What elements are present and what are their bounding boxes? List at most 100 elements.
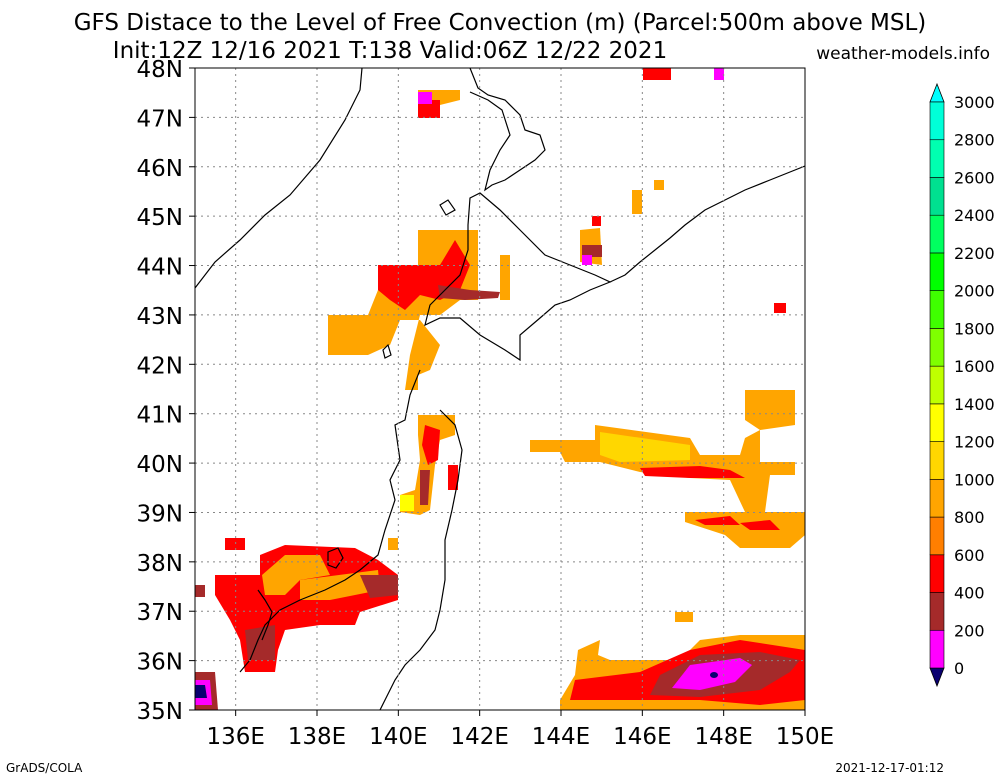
shade-tohoku-yellow xyxy=(400,495,414,511)
colorbar-min-triangle xyxy=(929,667,945,688)
colorbar-label: 400 xyxy=(954,584,985,603)
shade-sado-orange xyxy=(388,538,398,550)
lat-tick-label: 38N xyxy=(137,551,183,577)
shade-kuril-mag xyxy=(582,255,592,265)
shade-spot-48n-a xyxy=(643,68,671,80)
footer-right: 2021-12-17-01:12 xyxy=(835,761,944,775)
shade-pacific-36n-core xyxy=(710,672,718,678)
colorbar-label: 2200 xyxy=(954,244,995,263)
coast-honshu-north xyxy=(239,369,421,673)
coast-honshu-east xyxy=(379,409,463,710)
lat-tick-label: 36N xyxy=(137,650,183,676)
lat-tick-label: 39N xyxy=(137,501,183,527)
colorbar: 0 200 400 600 800 1000 1200 1400 1600 1800 2000 220… xyxy=(929,82,995,688)
shade-tohoku-small xyxy=(448,465,458,490)
lat-tick-label: 46N xyxy=(137,156,183,182)
colorbar-segment xyxy=(929,101,945,141)
colorbar-segment xyxy=(929,403,945,442)
colorbar-label: 200 xyxy=(954,621,985,640)
shade-kuril-spot xyxy=(592,216,601,226)
lat-tick-label: 35N xyxy=(137,699,183,725)
colorbar-label: 1200 xyxy=(954,433,995,452)
colorbar-segment xyxy=(929,290,945,329)
coast-sado xyxy=(327,547,344,569)
shade-pacific-39n-red2 xyxy=(740,520,780,530)
map-title: GFS Distace to the Level of Free Convect… xyxy=(73,10,927,36)
colorbar-segment xyxy=(929,177,945,216)
lat-tick-label: 45N xyxy=(137,205,183,231)
coast-kurils xyxy=(609,165,805,283)
shade-spot-46n xyxy=(654,180,664,190)
lat-tick-label: 48N xyxy=(137,57,183,83)
lon-tick-label: 142E xyxy=(450,724,508,750)
coast-rishiri xyxy=(439,199,456,216)
shade-niigata-brown xyxy=(360,575,398,598)
shade-pacific-40n-yellow xyxy=(600,432,690,462)
coast-okushiri xyxy=(382,343,392,359)
coast-mainland-asia xyxy=(195,68,363,289)
colorbar-segment xyxy=(929,592,945,631)
lon-tick-label: 136E xyxy=(206,724,264,750)
colorbar-segment xyxy=(929,328,945,367)
colorbar-label: 600 xyxy=(954,546,985,565)
shade-pacific-40n-red xyxy=(640,466,745,478)
colorbar-label: 1800 xyxy=(954,319,995,338)
colorbar-segment xyxy=(929,516,945,556)
grid-lines xyxy=(195,68,805,710)
colorbar-label: 2800 xyxy=(954,131,995,150)
colorbar-label: 2400 xyxy=(954,206,995,225)
colorbar-segment xyxy=(929,554,945,593)
shade-sw-corner-purple xyxy=(195,685,207,698)
lon-tick-label: 146E xyxy=(613,724,671,750)
shade-spot-45n xyxy=(632,190,642,214)
shade-pacific-39n xyxy=(685,512,805,548)
shade-tohoku xyxy=(400,415,455,515)
colorbar-segment xyxy=(929,252,945,291)
latitude-labels: 48N 47N 46N 45N 44N 43N 42N 41N 40N 39N 38N 37N 36N 3… xyxy=(137,57,195,725)
shade-niigata-brown2 xyxy=(245,625,275,660)
lat-tick-label: 37N xyxy=(137,600,183,626)
longitude-labels: 136E 138E 140E 142E 144E 146E 148E 150E xyxy=(206,710,834,750)
coast-noto xyxy=(257,589,273,641)
site-credit: weather-models.info xyxy=(816,44,990,64)
colorbar-label: 2600 xyxy=(954,168,995,187)
shade-spot-43n xyxy=(774,303,786,313)
colorbar-label: 1400 xyxy=(954,395,995,414)
colorbar-label: 2000 xyxy=(954,282,995,301)
lfc-shading xyxy=(195,68,805,710)
shade-tohoku-brown xyxy=(420,470,430,505)
lon-tick-label: 150E xyxy=(776,724,834,750)
colorbar-label: 1000 xyxy=(954,470,995,489)
shade-hokkaido-west xyxy=(328,230,510,390)
shade-hokkaido-brown xyxy=(438,285,500,300)
lat-tick-label: 43N xyxy=(137,304,183,330)
colorbar-segment xyxy=(929,441,945,480)
shade-tohoku-red xyxy=(422,425,440,465)
colorbar-label: 1600 xyxy=(954,357,995,376)
colorbar-label: 0 xyxy=(954,659,964,678)
colorbar-label: 3000 xyxy=(954,93,995,112)
shade-orange-37n xyxy=(675,612,693,622)
footer-left: GrADS/COLA xyxy=(6,761,83,775)
lat-tick-label: 42N xyxy=(137,353,183,379)
coastlines xyxy=(195,68,805,710)
colorbar-segment xyxy=(929,139,945,178)
colorbar-segment xyxy=(929,479,945,518)
lat-tick-label: 41N xyxy=(137,403,183,429)
colorbar-max-triangle xyxy=(929,82,945,103)
coast-hokkaido xyxy=(424,192,612,362)
shade-sakhalin-magenta xyxy=(418,92,432,104)
shade-noto-red xyxy=(225,538,245,550)
shade-sakhalin-red xyxy=(418,100,440,118)
lon-tick-label: 144E xyxy=(532,724,590,750)
lon-tick-label: 140E xyxy=(369,724,427,750)
plot-frame xyxy=(194,67,806,711)
lat-tick-label: 40N xyxy=(137,452,183,478)
lon-tick-label: 148E xyxy=(694,724,752,750)
shade-kuril-red xyxy=(582,245,602,257)
colorbar-segment xyxy=(929,629,945,669)
shade-spot-48n-b xyxy=(714,68,724,80)
map-subtitle: Init:12Z 12/16 2021 T:138 Valid:06Z 12/2… xyxy=(112,38,668,64)
colorbar-segment xyxy=(929,365,945,405)
